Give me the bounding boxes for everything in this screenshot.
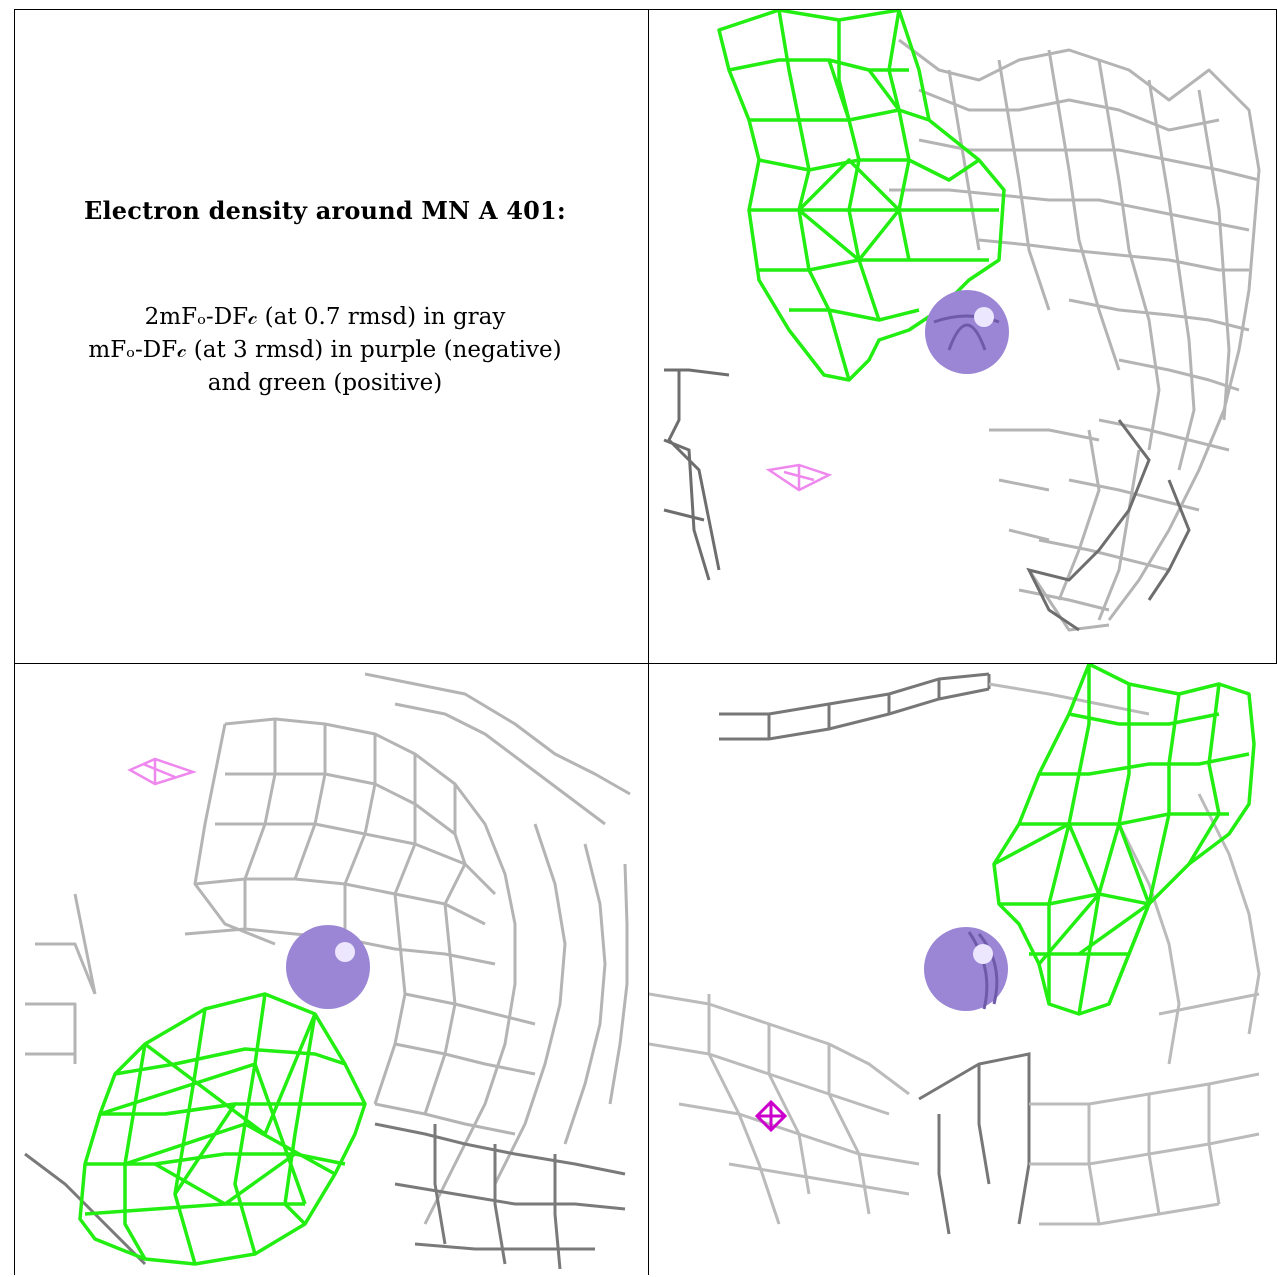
divider-vertical bbox=[648, 9, 649, 1275]
density-negative bbox=[127, 757, 198, 786]
mesh-2fofc bbox=[649, 682, 1261, 1226]
mesh-2fofc-dark bbox=[663, 368, 1191, 632]
density-view-bottom-right bbox=[649, 664, 1276, 1275]
mesh-2fofc bbox=[889, 38, 1261, 632]
divider-horizontal bbox=[14, 663, 1276, 664]
mesh-positive bbox=[717, 10, 1006, 382]
mesh-positive bbox=[992, 664, 1256, 1016]
border-left bbox=[14, 9, 15, 1275]
density-svg-3 bbox=[649, 664, 1261, 1235]
mesh-positive bbox=[78, 992, 367, 1266]
mn-atom bbox=[925, 290, 1009, 374]
legend-text: 2mFₒ-DF𝒸 (at 0.7 rmsd) in gray mFₒ-DF𝒸 (… bbox=[14, 301, 636, 400]
density-view-bottom-left bbox=[15, 664, 633, 1275]
density-negative bbox=[754, 1099, 788, 1133]
density-svg-2 bbox=[24, 672, 631, 1270]
legend-line-positive: and green (positive) bbox=[207, 370, 443, 396]
density-negative bbox=[765, 463, 833, 492]
legend-line-2fofc: 2mFₒ-DF𝒸 (at 0.7 rmsd) in gray bbox=[144, 304, 506, 330]
density-view-top-right bbox=[649, 10, 1276, 663]
figure-title: Electron density around MN A 401: bbox=[84, 196, 566, 225]
border-top bbox=[14, 9, 1276, 10]
legend-line-fofc: mFₒ-DF𝒸 (at 3 rmsd) in purple (negative) bbox=[88, 337, 562, 363]
mn-atom bbox=[924, 927, 1008, 1011]
caption-cell: Electron density around MN A 401: 2mFₒ-D… bbox=[14, 196, 636, 400]
mesh-2fofc-dark bbox=[24, 1122, 626, 1270]
mesh-2fofc bbox=[25, 672, 631, 1225]
mesh-2fofc-dark bbox=[719, 672, 1031, 1235]
mn-atom bbox=[286, 925, 370, 1009]
density-svg-1 bbox=[663, 10, 1261, 632]
